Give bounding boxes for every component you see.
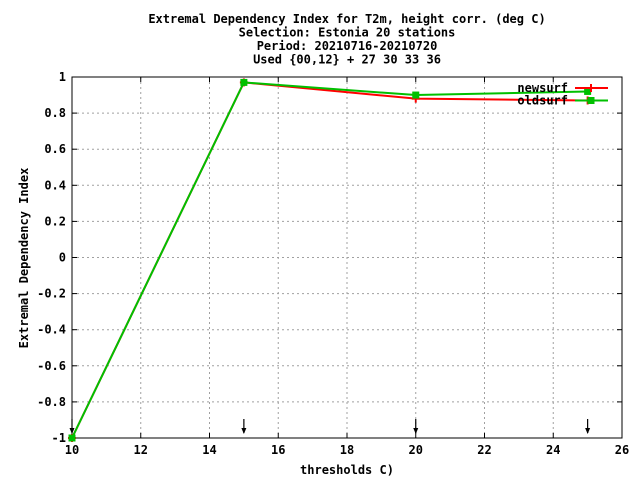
- threshold-arrow: [241, 419, 247, 434]
- series-line: [71, 81, 588, 439]
- arrow-head: [413, 428, 419, 434]
- arrow-head: [69, 428, 75, 434]
- x-tick-label: 16: [271, 443, 285, 457]
- title-line: Extremal Dependency Index for T2m, heigh…: [148, 12, 545, 26]
- legend-label: oldsurf: [517, 94, 568, 108]
- series-point: [240, 78, 248, 86]
- y-tick-label: 1: [59, 70, 66, 84]
- y-tick-label: 0.8: [44, 106, 66, 120]
- series-point: [587, 97, 595, 104]
- y-tick-label: -0.6: [37, 359, 66, 373]
- threshold-arrow: [413, 419, 419, 434]
- x-tick-label: 14: [202, 443, 216, 457]
- threshold-arrow: [585, 419, 591, 434]
- x-tick-label: 20: [409, 443, 423, 457]
- y-tick-label: -0.4: [37, 323, 66, 337]
- y-axis-label: Extremal Dependency Index: [17, 168, 31, 349]
- legend-label: newsurf: [517, 81, 568, 95]
- threshold-arrow: [69, 419, 75, 434]
- y-tick-label: -0.8: [37, 395, 66, 409]
- series-line: [71, 81, 588, 439]
- title-line: Selection: Estonia 20 stations: [239, 26, 456, 40]
- title-line: Used {00,12} + 27 30 33 36: [253, 53, 441, 67]
- series-layer: [68, 78, 592, 442]
- x-tick-label: 18: [340, 443, 354, 457]
- arrow-head: [585, 428, 591, 434]
- x-axis: 10 12 14 16 18 20 22 24 26: [65, 77, 629, 457]
- y-tick-label: -1: [52, 431, 66, 445]
- threshold-arrows: [69, 419, 591, 434]
- series-point: [584, 87, 592, 95]
- y-axis: -1 -0.8 -0.6 -0.4 -0.2 0 0.2 0.4 0.6 0.8 1: [37, 70, 622, 445]
- grid-lines: [72, 77, 622, 438]
- series-oldsurf: [68, 78, 592, 442]
- x-tick-label: 10: [65, 443, 79, 457]
- y-tick-label: 0.4: [44, 178, 66, 192]
- chart-title: Extremal Dependency Index for T2m, heigh…: [148, 12, 545, 67]
- arrow-head: [241, 428, 247, 434]
- x-axis-label: thresholds C): [300, 463, 394, 477]
- title-line: Period: 20210716-20210720: [257, 39, 438, 53]
- y-tick-label: 0: [59, 251, 66, 265]
- x-tick-label: 26: [615, 443, 629, 457]
- series-point: [412, 91, 420, 99]
- x-tick-label: 24: [546, 443, 560, 457]
- series-point: [587, 84, 595, 92]
- x-tick-label: 12: [134, 443, 148, 457]
- legend-entry: oldsurf: [517, 94, 608, 108]
- series-newsurf: [68, 78, 592, 442]
- x-tick-label: 22: [477, 443, 491, 457]
- y-tick-label: 0.6: [44, 142, 66, 156]
- y-tick-label: 0.2: [44, 214, 66, 228]
- legend-entry: newsurf: [517, 81, 608, 95]
- y-tick-label: -0.2: [37, 287, 66, 301]
- series-point: [68, 434, 76, 442]
